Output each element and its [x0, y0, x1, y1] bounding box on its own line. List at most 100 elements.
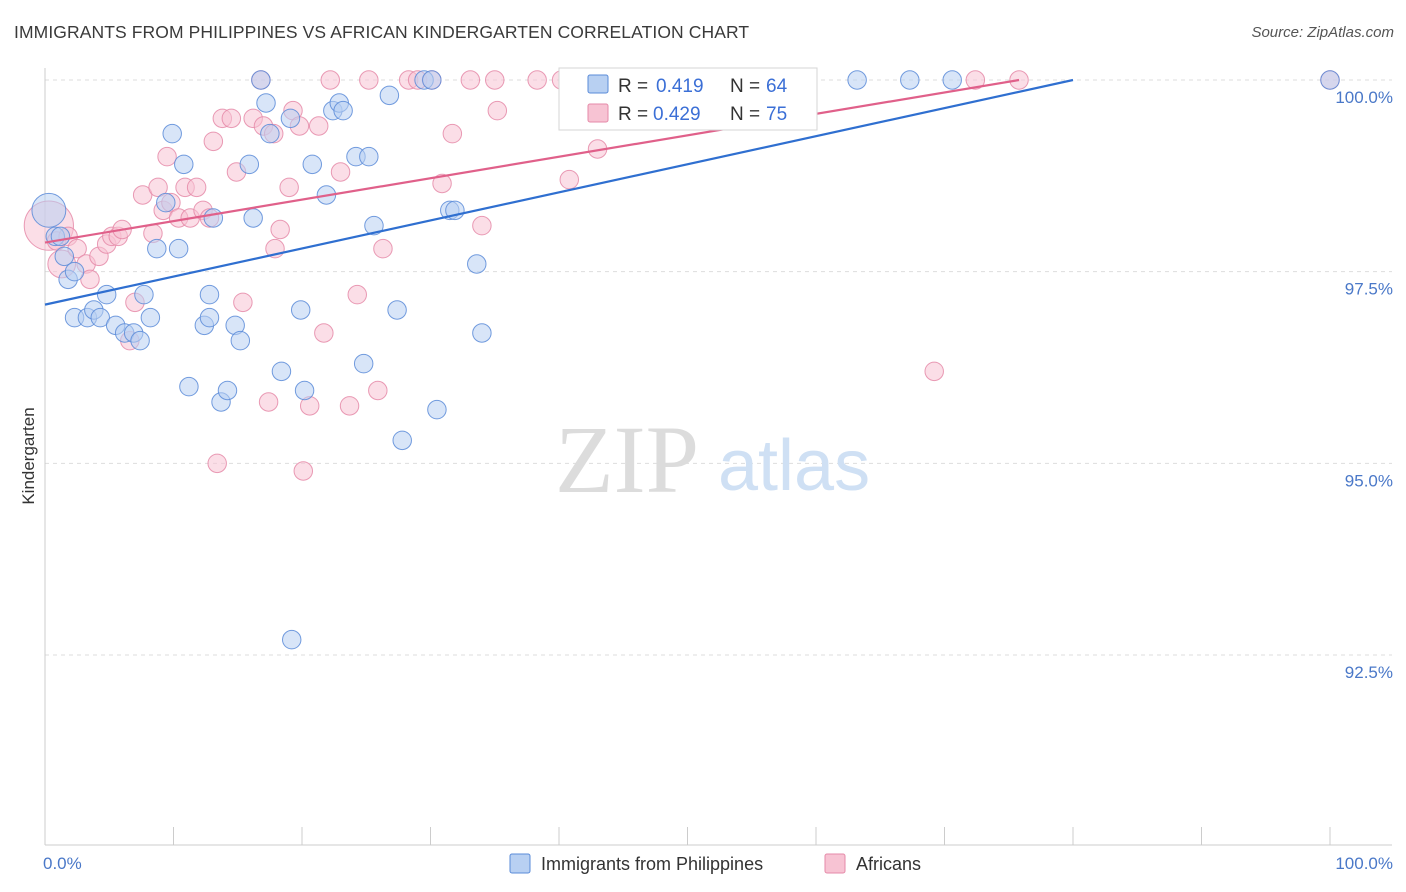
africans-point: [472, 215, 492, 236]
watermark: ZIP atlas: [555, 406, 870, 513]
source-credit: Source: ZipAtlas.com: [1251, 24, 1394, 41]
y-tick-label-2: 95.0%: [1345, 471, 1393, 490]
philippines-point: [256, 93, 276, 113]
africans-point: [221, 108, 242, 129]
philippines-point: [64, 261, 85, 282]
philippines-point: [364, 215, 384, 236]
africans-point: [559, 169, 580, 190]
trend-lines: [44, 78, 1074, 306]
stats-legend-pink-swatch: [587, 103, 609, 123]
africans-point: [330, 162, 351, 182]
africans-point: [308, 116, 329, 136]
philippines-point: [199, 284, 220, 305]
philippines-point: [134, 284, 154, 305]
africans-point: [460, 70, 481, 90]
africans-point: [368, 380, 388, 401]
africans-point: [965, 70, 986, 90]
y-tick-labels: 100.0% 97.5% 95.0% 92.5%: [1335, 88, 1393, 682]
philippines-point: [179, 376, 199, 397]
philippines-point: [162, 123, 182, 144]
bottom-legend: Immigrants from Philippines Africans: [509, 853, 921, 874]
axes: [44, 68, 1392, 846]
series-philippines-points: [31, 70, 1340, 650]
africans-point: [442, 123, 463, 144]
africans-point: [148, 177, 168, 198]
philippines-point: [54, 246, 75, 267]
africans-point: [293, 461, 314, 481]
stats-n-value-blue: 64: [766, 76, 788, 97]
stats-r-value-pink: 0.429: [653, 104, 701, 125]
stats-n-value-pink: 75: [766, 104, 787, 125]
stats-n-label-blue: N =: [730, 76, 760, 97]
stats-r-value-blue: 0.419: [656, 76, 704, 97]
africans-point: [80, 269, 100, 290]
philippines-point: [31, 192, 67, 228]
africans-point: [132, 185, 153, 205]
philippines-point: [472, 323, 492, 343]
africans-point: [924, 361, 944, 382]
philippines-point: [147, 238, 167, 259]
philippines-trend-line: [44, 78, 1074, 306]
africans-point: [359, 70, 379, 90]
philippines-point: [140, 307, 161, 328]
y-tick-label-1: 97.5%: [1345, 280, 1393, 299]
africans-point: [485, 70, 505, 90]
watermark-zip: ZIP: [555, 406, 699, 513]
philippines-point: [260, 123, 280, 144]
x-tick-labels: 0.0% 100.0%: [43, 854, 1393, 873]
philippines-point: [239, 154, 260, 175]
philippines-point: [290, 300, 311, 320]
philippines-point: [847, 70, 867, 90]
philippines-point: [294, 380, 315, 401]
africans-point: [203, 131, 224, 152]
y-tick-label-3: 92.5%: [1345, 663, 1393, 682]
africans-point: [347, 284, 367, 305]
stats-r-label-blue: R =: [618, 76, 648, 97]
philippines-point: [427, 399, 447, 420]
africans-point: [207, 453, 227, 474]
stats-legend-blue-swatch: [587, 74, 609, 94]
philippines-point: [387, 300, 407, 320]
philippines-point: [359, 146, 379, 167]
africans-point: [487, 100, 508, 121]
philippines-point: [942, 70, 962, 90]
philippines-point: [467, 254, 487, 274]
africans-point: [270, 219, 290, 240]
watermark-atlas: atlas: [718, 426, 870, 506]
philippines-point: [422, 70, 442, 90]
legend-pink-swatch: [824, 853, 846, 874]
x-tick-label-0: 0.0%: [43, 854, 82, 873]
stats-legend: R = 0.419 N = 64 R = 0.429 N = 75: [558, 67, 818, 131]
philippines-point: [392, 430, 412, 451]
africans-point: [320, 70, 341, 90]
africans-point: [527, 70, 547, 90]
x-tick-label-1: 100.0%: [1335, 854, 1393, 873]
philippines-point: [96, 284, 117, 305]
africans-point: [432, 173, 452, 194]
africans-point: [186, 177, 207, 198]
philippines-point: [199, 307, 220, 328]
philippines-point: [130, 330, 150, 351]
legend-blue-swatch: [509, 853, 531, 874]
philippines-point: [251, 70, 271, 90]
philippines-point: [217, 380, 238, 401]
stats-n-label-pink: N =: [730, 104, 760, 125]
africans-point: [233, 292, 253, 313]
philippines-point: [203, 208, 224, 228]
chart-title: IMMIGRANTS FROM PHILIPPINES VS AFRICAN K…: [14, 22, 750, 42]
africans-point: [339, 396, 360, 416]
philippines-point: [243, 208, 263, 228]
africans-point: [258, 392, 279, 412]
philippines-point: [174, 154, 194, 175]
philippines-point: [900, 70, 920, 90]
philippines-point: [353, 353, 374, 374]
philippines-point: [1320, 70, 1340, 90]
legend-label-africans: Africans: [856, 854, 921, 874]
philippines-point: [280, 108, 301, 129]
philippines-point: [379, 85, 400, 106]
philippines-point: [50, 226, 71, 247]
africans-point: [157, 146, 177, 167]
philippines-point: [333, 100, 353, 121]
africans-point: [373, 238, 393, 259]
